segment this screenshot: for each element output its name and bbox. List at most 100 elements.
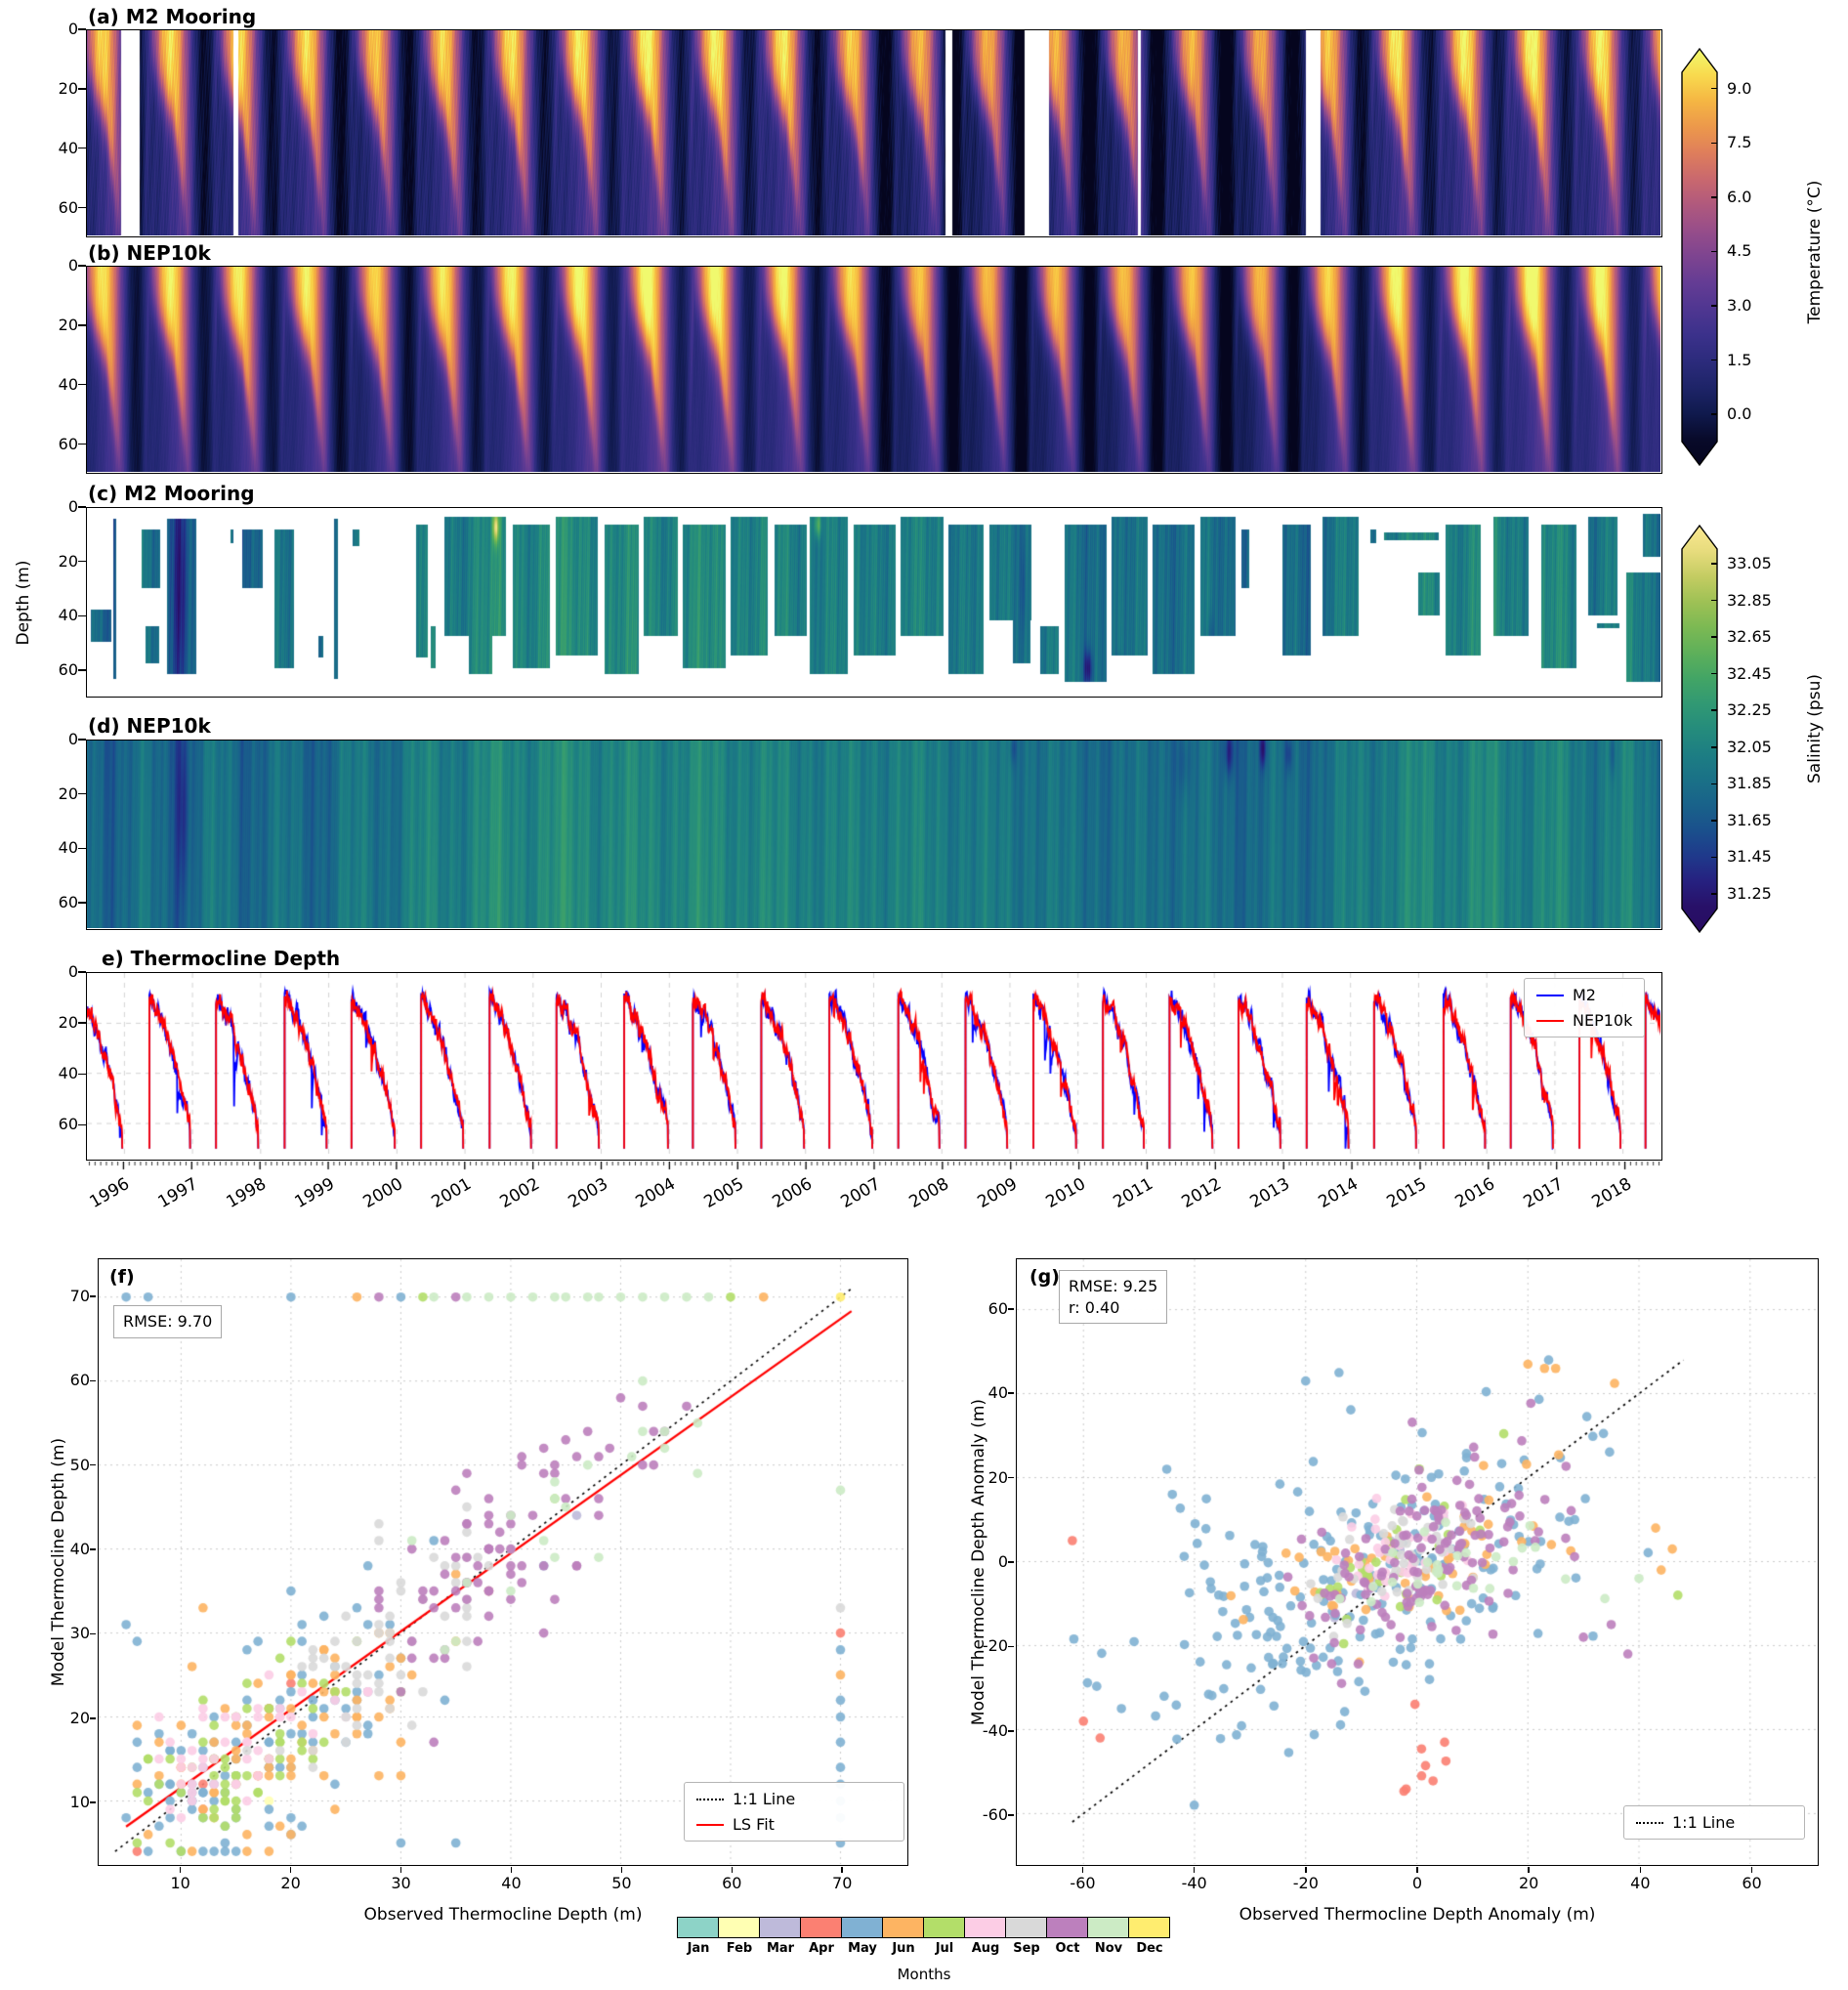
panel-f-y-axis-label: Model Thermocline Depth (m) xyxy=(49,1437,68,1687)
x-tick-label: 30 xyxy=(391,1874,411,1892)
panel-d-title: (d) NEP10k xyxy=(88,714,211,738)
x-tick-label: 60 xyxy=(722,1874,742,1892)
y-tick-label: 30 xyxy=(69,1624,90,1643)
x-tick-label: 70 xyxy=(832,1874,853,1892)
month-swatch-feb xyxy=(718,1917,760,1938)
tick-mark xyxy=(78,28,86,30)
legend-label-ls-fit: LS Fit xyxy=(733,1815,775,1834)
x-tick-label: 40 xyxy=(501,1874,522,1892)
panel-d-canvas xyxy=(87,741,1660,928)
month-swatch-nov xyxy=(1087,1917,1129,1938)
x-tick-label: 40 xyxy=(1630,1874,1651,1892)
ls-fit-line-sample xyxy=(696,1823,724,1826)
month-label-apr: Apr xyxy=(809,1941,834,1956)
salinity-tick-label: 31.25 xyxy=(1727,883,1772,903)
tick-mark xyxy=(1711,893,1717,895)
depth-tick-label: 40 xyxy=(58,138,78,157)
month-legend-item-dec: Dec xyxy=(1128,1917,1170,1956)
year-tick-label: 1999 xyxy=(291,1174,339,1212)
month-legend-item-jun: Jun xyxy=(882,1917,924,1956)
months-legend: Jan Feb Mar Apr May Jun Jul Aug Sep Oct Nov Dec xyxy=(677,1917,1170,1956)
year-tick-label: 2005 xyxy=(700,1174,748,1212)
tick-mark xyxy=(78,1022,86,1024)
panel-a-temperature-heatmap-observed xyxy=(86,29,1662,237)
y-tick-label: 50 xyxy=(69,1455,90,1474)
one-to-one-line-sample-g xyxy=(1636,1821,1663,1824)
tick-mark xyxy=(78,324,86,326)
panel-f-label: (f) xyxy=(109,1266,135,1288)
tick-mark xyxy=(90,1801,96,1803)
x-tick-label: -40 xyxy=(1181,1874,1207,1892)
tick-mark xyxy=(1008,1814,1014,1816)
temperature-tick-label: 1.5 xyxy=(1727,350,1752,369)
depth-tick-label: 60 xyxy=(58,893,78,912)
x-tick-label: -20 xyxy=(1292,1874,1319,1892)
legend-item-m2: M2 xyxy=(1536,986,1632,1004)
panel-e-thermocline-line-chart xyxy=(86,972,1662,1161)
panel-g-rmse: RMSE: 9.25 xyxy=(1069,1277,1158,1295)
month-legend-item-sep: Sep xyxy=(1005,1917,1047,1956)
salinity-tick-label: 32.85 xyxy=(1727,590,1772,610)
x-tick-label: -60 xyxy=(1070,1874,1096,1892)
x-tick-label: 20 xyxy=(280,1874,301,1892)
panel-f-scatter-depth xyxy=(98,1258,908,1866)
tick-mark xyxy=(78,88,86,90)
tick-mark xyxy=(78,560,86,563)
tick-mark xyxy=(90,1295,96,1297)
month-swatch-apr xyxy=(800,1917,842,1938)
depth-tick-label: 60 xyxy=(58,1115,78,1134)
tick-mark xyxy=(1081,1867,1084,1873)
month-label-feb: Feb xyxy=(726,1941,753,1956)
month-label-nov: Nov xyxy=(1094,1941,1123,1956)
panel-c-salinity-heatmap-observed xyxy=(86,507,1662,698)
month-swatch-may xyxy=(841,1917,883,1938)
panel-a-title: (a) M2 Mooring xyxy=(88,5,257,28)
legend-label-one-to-one: 1:1 Line xyxy=(733,1790,796,1808)
month-label-jun: Jun xyxy=(892,1941,915,1956)
year-tick-label: 2013 xyxy=(1246,1174,1294,1212)
panel-a-canvas xyxy=(87,30,1660,235)
panel-g-scatter-anomaly xyxy=(1016,1258,1819,1866)
salinity-tick-label: 31.65 xyxy=(1727,810,1772,829)
year-tick-label: 2001 xyxy=(428,1174,475,1212)
salinity-colorbar xyxy=(1680,522,1721,940)
panel-g-label: (g) xyxy=(1029,1266,1060,1288)
year-tick-label: 1996 xyxy=(86,1174,134,1212)
legend-label-nep10k: NEP10k xyxy=(1573,1011,1633,1030)
tick-mark xyxy=(78,669,86,671)
tick-mark xyxy=(1711,709,1717,711)
tick-mark xyxy=(1008,1476,1014,1479)
legend-item-one-to-one: 1:1 Line xyxy=(696,1790,892,1808)
year-tick-label: 1998 xyxy=(223,1174,271,1212)
year-tick-label: 2008 xyxy=(905,1174,952,1212)
depth-tick-label: 20 xyxy=(58,1013,78,1033)
month-legend-item-oct: Oct xyxy=(1046,1917,1088,1956)
month-legend-item-mar: Mar xyxy=(759,1917,801,1956)
legend-label-m2: M2 xyxy=(1573,986,1596,1004)
year-tick-label: 2003 xyxy=(565,1174,611,1212)
tick-mark xyxy=(1008,1308,1014,1310)
month-swatch-jul xyxy=(923,1917,965,1938)
y-tick-label: 10 xyxy=(69,1793,90,1812)
temperature-tick-label: 9.0 xyxy=(1727,78,1752,98)
depth-tick-label: 0 xyxy=(67,730,78,748)
panel-e-x-axis-ticks xyxy=(86,1162,1662,1173)
month-swatch-jun xyxy=(882,1917,924,1938)
month-swatch-mar xyxy=(759,1917,801,1938)
month-label-jul: Jul xyxy=(935,1941,954,1956)
tick-mark xyxy=(620,1867,623,1873)
tick-mark xyxy=(90,1463,96,1466)
month-legend-item-feb: Feb xyxy=(718,1917,760,1956)
depth-tick-label: 0 xyxy=(67,962,78,981)
month-label-dec: Dec xyxy=(1136,1941,1163,1956)
salinity-tick-label: 32.05 xyxy=(1727,737,1772,756)
legend-item-ls-fit: LS Fit xyxy=(696,1815,892,1834)
month-legend-item-jan: Jan xyxy=(677,1917,719,1956)
tick-mark xyxy=(78,614,86,617)
one-to-one-line-sample xyxy=(696,1798,724,1800)
panel-e-legend: M2 NEP10k xyxy=(1524,978,1646,1037)
tick-mark xyxy=(841,1867,843,1873)
year-tick-label: 2006 xyxy=(769,1174,817,1212)
month-legend-item-jul: Jul xyxy=(923,1917,965,1956)
